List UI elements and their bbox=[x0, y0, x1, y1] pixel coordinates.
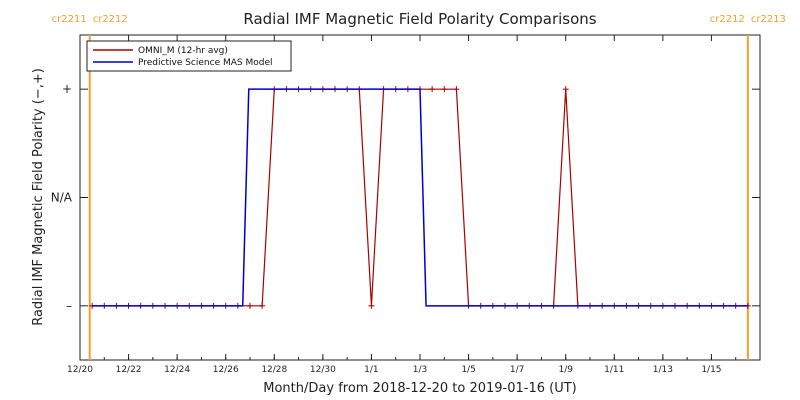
x-tick-label: 1/7 bbox=[510, 365, 524, 375]
omni-data-point bbox=[429, 86, 436, 93]
x-tick-label: 12/24 bbox=[164, 365, 190, 375]
series-layer bbox=[89, 86, 751, 309]
y-axis-ticks: + N/A – bbox=[51, 82, 760, 313]
legend-entry-mas: Predictive Science MAS Model bbox=[138, 58, 273, 68]
x-tick-label: 1/5 bbox=[461, 365, 475, 375]
x-tick-label: 1/3 bbox=[413, 365, 427, 375]
x-tick-label: 1/1 bbox=[364, 365, 378, 375]
carrington-label-right: cr2213 bbox=[751, 14, 786, 25]
legend: OMNI_M (12-hr avg) Predictive Science MA… bbox=[86, 40, 292, 72]
omni-data-point bbox=[259, 302, 266, 309]
omni-data-point bbox=[453, 86, 460, 93]
carrington-labels: cr2211 cr2212 cr2212 cr2213 bbox=[52, 14, 786, 25]
y-axis-label: Radial IMF Magnetic Field Polarity (−,+) bbox=[31, 68, 46, 326]
omni-data-point bbox=[441, 86, 448, 93]
x-tick-label: 12/30 bbox=[310, 365, 336, 375]
x-tick-label: 1/9 bbox=[558, 365, 573, 375]
y-tick-label: + bbox=[62, 82, 72, 96]
y-tick-label: N/A bbox=[51, 191, 73, 205]
x-axis-ticks: 12/20 12/22 12/24 12/26 12/28 12/30 1/1 1/3 1/5 1… bbox=[67, 35, 761, 375]
omni-data-point bbox=[247, 302, 253, 309]
x-tick-label: 1/11 bbox=[604, 365, 624, 375]
omni-data-point bbox=[562, 86, 569, 93]
carrington-label-right: cr2212 bbox=[93, 14, 128, 25]
series-line-mas bbox=[92, 88, 748, 307]
x-tick-label: 12/28 bbox=[261, 365, 287, 375]
legend-entry-omni: OMNI_M (12-hr avg) bbox=[138, 46, 228, 56]
x-tick-label: 12/20 bbox=[67, 365, 93, 375]
x-axis-label: Month/Day from 2018-12-20 to 2019-01-16 … bbox=[263, 381, 576, 396]
omni-data-point bbox=[368, 302, 375, 309]
x-tick-label: 1/15 bbox=[701, 365, 721, 375]
carrington-label-left: cr2211 bbox=[52, 14, 87, 25]
x-tick-label: 12/26 bbox=[213, 365, 239, 375]
legend-box bbox=[86, 40, 292, 72]
x-tick-label: 12/22 bbox=[116, 365, 142, 375]
chart-title: Radial IMF Magnetic Field Polarity Compa… bbox=[243, 10, 596, 28]
y-tick-label: – bbox=[66, 299, 72, 313]
x-tick-label: 1/13 bbox=[653, 365, 673, 375]
carrington-label-left: cr2212 bbox=[710, 14, 745, 25]
